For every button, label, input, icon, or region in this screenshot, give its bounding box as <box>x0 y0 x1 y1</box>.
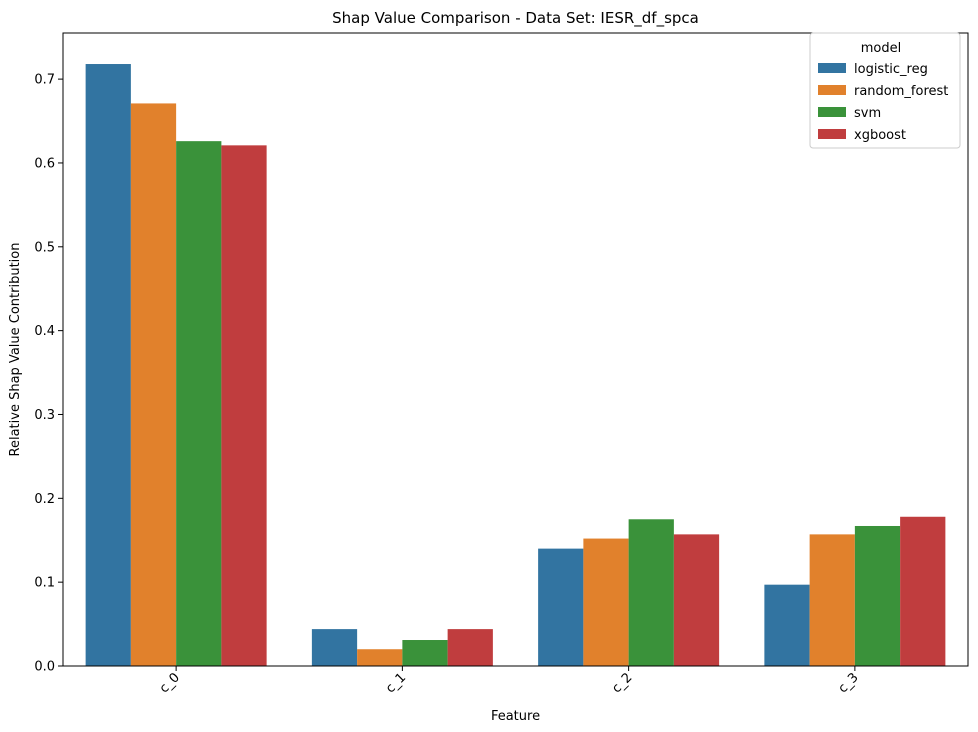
legend-swatch-xgboost <box>818 129 846 139</box>
y-tick-label: 0.0 <box>34 660 55 675</box>
y-tick-label: 0.5 <box>34 240 55 255</box>
legend-swatch-svm <box>818 107 846 117</box>
plot-frame <box>62 32 969 667</box>
bar-xgboost-c_3 <box>900 516 946 666</box>
y-tick-label: 0.1 <box>34 576 55 591</box>
x-axis-label: Feature <box>491 709 540 724</box>
y-axis: 0.0 0.1 0.2 0.3 0.4 0.5 0.6 0.7 <box>34 73 63 675</box>
bar-logistic_reg-c_1 <box>311 629 358 666</box>
y-axis-label: Relative Shap Value Contribution <box>8 243 23 457</box>
legend-swatch-logistic_reg <box>818 63 846 73</box>
y-tick-label: 0.3 <box>34 408 55 423</box>
legend-label-svm: svm <box>854 106 881 121</box>
bar-logistic_reg-c_3 <box>764 584 810 666</box>
bar-random_forest-c_3 <box>809 534 855 666</box>
bar-svm-c_3 <box>854 525 901 666</box>
legend-label-xgboost: xgboost <box>854 128 906 143</box>
x-axis: c_0 c_1 c_2 c_3 <box>157 666 862 696</box>
x-tick-label-c_1: c_1 <box>383 670 409 696</box>
bars-group <box>85 64 946 667</box>
legend-title: model <box>861 41 901 56</box>
bar-xgboost-c_0 <box>221 145 267 666</box>
legend-box <box>809 32 961 149</box>
bar-random_forest-c_1 <box>357 649 403 666</box>
bar-svm-c_2 <box>628 519 674 666</box>
legend-label-random_forest: random_forest <box>854 84 948 99</box>
y-tick-label: 0.6 <box>34 156 55 171</box>
legend-swatch-random_forest <box>818 85 846 95</box>
bar-random_forest-c_0 <box>130 103 177 666</box>
bar-logistic_reg-c_0 <box>85 64 131 667</box>
bar-xgboost-c_2 <box>673 534 720 666</box>
x-tick-label-c_0: c_0 <box>157 670 183 696</box>
chart-title: Shap Value Comparison - Data Set: IESR_d… <box>332 9 699 28</box>
bar-random_forest-c_2 <box>583 538 629 666</box>
y-tick-label: 0.4 <box>34 324 55 339</box>
x-tick-label-c_3: c_3 <box>836 670 862 696</box>
y-tick-label: 0.7 <box>34 73 55 88</box>
bar-svm-c_0 <box>176 141 222 666</box>
x-tick-label-c_2: c_2 <box>609 670 635 696</box>
legend-label-logistic_reg: logistic_reg <box>854 62 928 77</box>
bar-svm-c_1 <box>402 640 448 666</box>
bar-xgboost-c_1 <box>447 629 493 666</box>
y-tick-label: 0.2 <box>34 492 55 507</box>
bar-logistic_reg-c_2 <box>538 548 584 666</box>
